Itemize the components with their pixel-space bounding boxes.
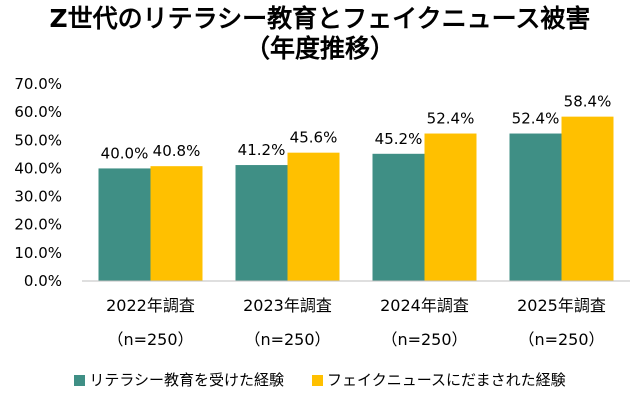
y-tick-label: 70.0% (14, 75, 62, 93)
legend-label: リテラシー教育を受けた経験 (89, 371, 285, 389)
bar-literacy-3 (509, 133, 562, 281)
data-label: 41.2% (238, 141, 286, 159)
y-tick-label: 0.0% (24, 272, 62, 290)
y-tick-label: 60.0% (14, 103, 62, 121)
data-label: 52.4% (512, 110, 560, 128)
data-label: 45.6% (290, 129, 338, 147)
chart-title-line-2: （年度推移） (244, 34, 395, 63)
y-tick-label: 10.0% (14, 244, 62, 262)
category-sample-label: （n=250） (107, 330, 193, 349)
data-label: 40.0% (101, 144, 149, 162)
legend: リテラシー教育を受けた経験 フェイクニュースにだまされた経験 (0, 370, 640, 390)
category-label: 2024年調査 (380, 296, 469, 315)
legend-label: フェイクニュースにだまされた経験 (327, 371, 566, 389)
chart-title-line-1: Z世代のリテラシー教育とフェイクニュース被害 (49, 4, 591, 33)
data-label: 45.2% (375, 130, 423, 148)
data-labels: 40.0% 40.8% 41.2%45.6% 45.2%52.4% 52.4%58.4% (101, 93, 612, 163)
y-tick-label: 40.0% (14, 159, 62, 177)
bar-literacy-1 (235, 165, 288, 281)
bar-series (98, 116, 614, 281)
y-tick-label: 20.0% (14, 216, 62, 234)
y-axis-tick-labels: 0.0% 10.0% 20.0% 30.0% 40.0% 50.0% 60.0% 70.0% (14, 75, 62, 290)
category-labels: 2022年調査 （n=250） 2023年調査 （n=250） 2024年調査 （n=25… (106, 296, 606, 349)
bar-fakenews-1 (287, 152, 340, 281)
chart-title: Z世代のリテラシー教育とフェイクニュース被害 （年度推移） (0, 4, 640, 64)
bar-fakenews-3 (561, 116, 614, 281)
bar-literacy-0 (98, 168, 151, 281)
bar-fakenews-0 (150, 166, 203, 281)
y-tick-label: 30.0% (14, 188, 62, 206)
data-label: 58.4% (564, 93, 612, 111)
legend-swatch-yellow (312, 374, 324, 386)
y-tick-label: 50.0% (14, 131, 62, 149)
legend-swatch-teal (74, 374, 86, 386)
bar-literacy-2 (372, 153, 425, 281)
category-sample-label: （n=250） (244, 330, 330, 349)
data-label: 52.4% (427, 110, 475, 128)
legend-item-fake-news: フェイクニュースにだまされた経験 (312, 370, 566, 390)
legend-item-literacy-education: リテラシー教育を受けた経験 (74, 370, 284, 390)
category-label: 2022年調査 (106, 296, 195, 315)
category-sample-label: （n=250） (381, 330, 467, 349)
category-label: 2023年調査 (243, 296, 332, 315)
bar-fakenews-2 (424, 133, 477, 281)
category-label: 2025年調査 (517, 296, 606, 315)
category-sample-label: （n=250） (518, 330, 604, 349)
data-label: 40.8% (153, 142, 201, 160)
